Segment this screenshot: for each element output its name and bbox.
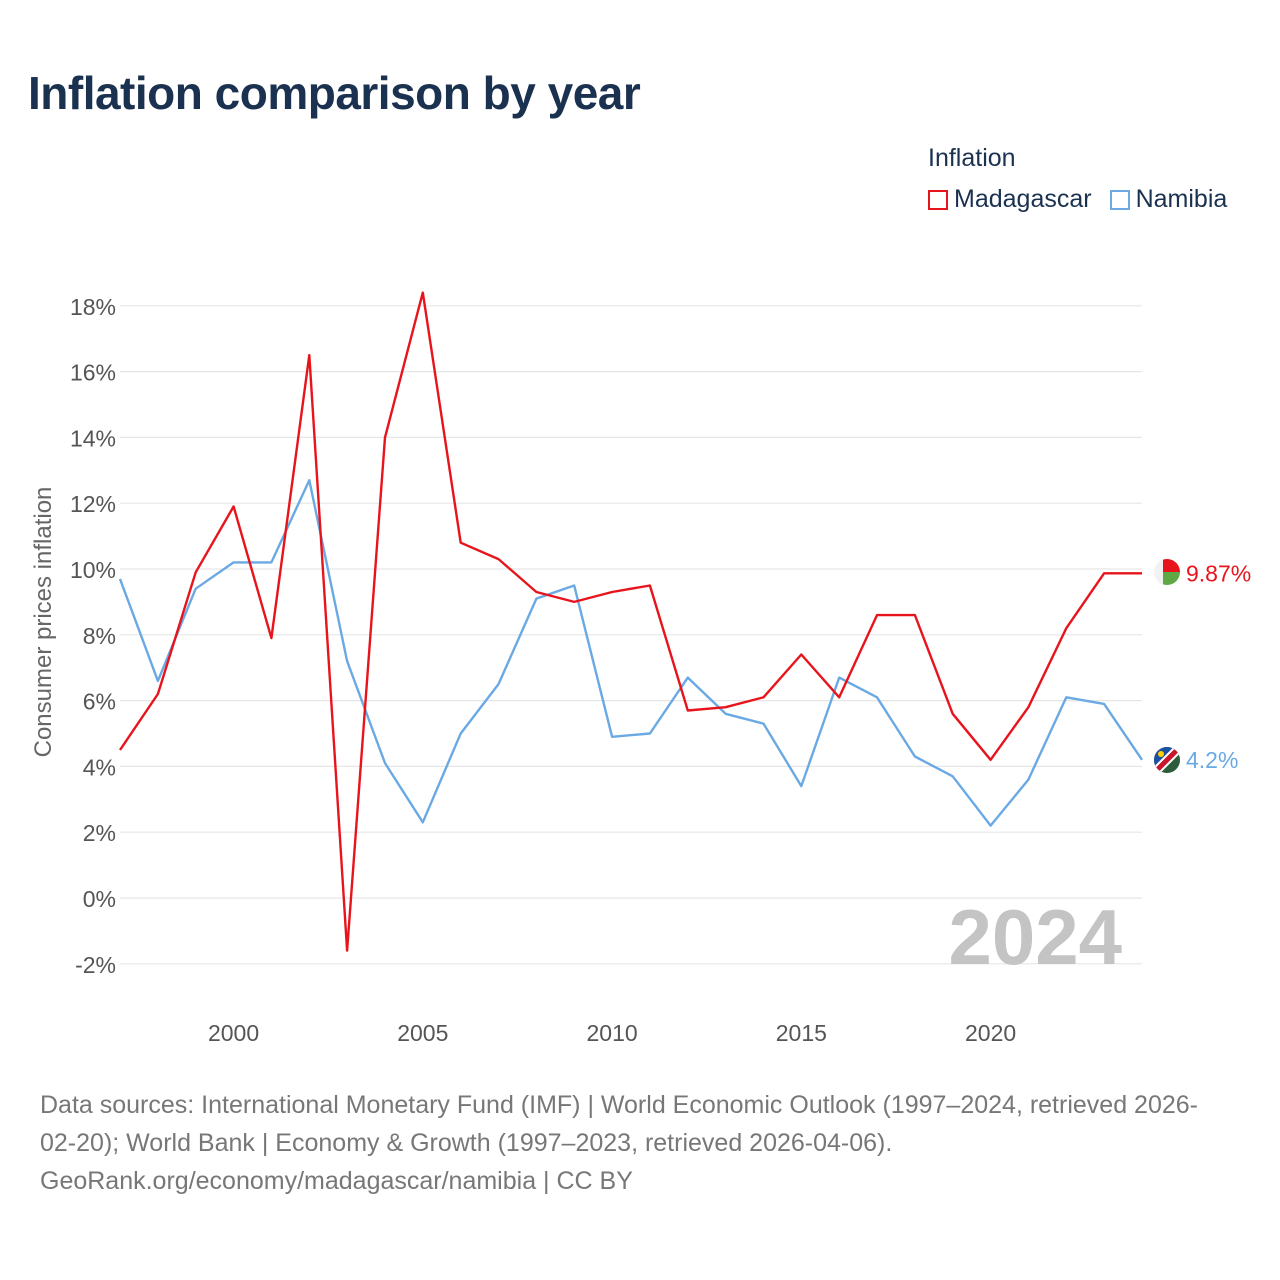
madagascar-flag-icon — [1154, 559, 1180, 585]
end-markers — [1154, 559, 1180, 773]
x-tick-label: 2000 — [208, 1020, 259, 1046]
year-watermark: 2024 — [948, 893, 1122, 981]
end-label-namibia: 4.2% — [1186, 747, 1238, 773]
sources-line-3: GeoRank.org/economy/madagascar/namibia |… — [40, 1167, 633, 1195]
y-tick-label: 10% — [70, 557, 116, 583]
y-tick-label: 18% — [70, 294, 116, 320]
chart-title: Inflation comparison by year — [28, 67, 641, 119]
legend: Madagascar Namibia — [928, 185, 1227, 214]
sources-line-2: 02-20); World Bank | Economy & Growth (1… — [40, 1129, 893, 1157]
x-tick-label: 2005 — [397, 1020, 448, 1046]
legend-title: Inflation — [928, 144, 1016, 172]
legend-label-namibia: Namibia — [1135, 185, 1228, 213]
x-axis-ticks: 2000 2005 2010 2015 2020 — [208, 1020, 1016, 1046]
y-tick-label: -2% — [75, 952, 116, 978]
sources-line-1: Data sources: International Monetary Fun… — [40, 1091, 1198, 1119]
y-axis-ticks: -2% 0% 2% 4% 6% 8% 10% 12% 14% 16% 18% — [70, 294, 116, 978]
x-tick-label: 2010 — [586, 1020, 637, 1046]
y-tick-label: 16% — [70, 360, 116, 386]
data-sources: Data sources: International Monetary Fun… — [40, 1086, 1250, 1200]
y-tick-label: 8% — [83, 623, 116, 649]
end-label-madagascar: 9.87% — [1186, 560, 1251, 586]
end-labels: 4.2% 9.87% — [1186, 560, 1251, 773]
line-chart: -2% 0% 2% 4% 6% 8% 10% 12% 14% 16% 18% 2000 2005 201… — [30, 291, 1251, 1046]
gridlines — [120, 305, 1142, 965]
namibia-flag-icon — [1154, 747, 1180, 773]
legend-swatch-namibia — [1109, 189, 1130, 210]
y-tick-label: 2% — [83, 820, 116, 846]
legend-item-madagascar[interactable]: Madagascar — [928, 185, 1092, 214]
legend-label-madagascar: Madagascar — [954, 185, 1092, 213]
y-tick-label: 12% — [70, 491, 116, 517]
legend-item-namibia[interactable]: Namibia — [1109, 185, 1228, 214]
y-tick-label: 4% — [83, 754, 116, 780]
x-tick-label: 2020 — [965, 1020, 1016, 1046]
series-group — [118, 291, 1143, 952]
x-tick-label: 2015 — [776, 1020, 827, 1046]
series-line-madagascar — [119, 291, 1142, 952]
legend-swatch-madagascar — [928, 189, 948, 210]
series-line-namibia — [118, 479, 1143, 827]
y-tick-label: 6% — [83, 689, 116, 715]
y-tick-label: 0% — [83, 886, 116, 912]
y-tick-label: 14% — [70, 425, 116, 451]
y-axis-label: Consumer prices inflation — [30, 487, 57, 758]
